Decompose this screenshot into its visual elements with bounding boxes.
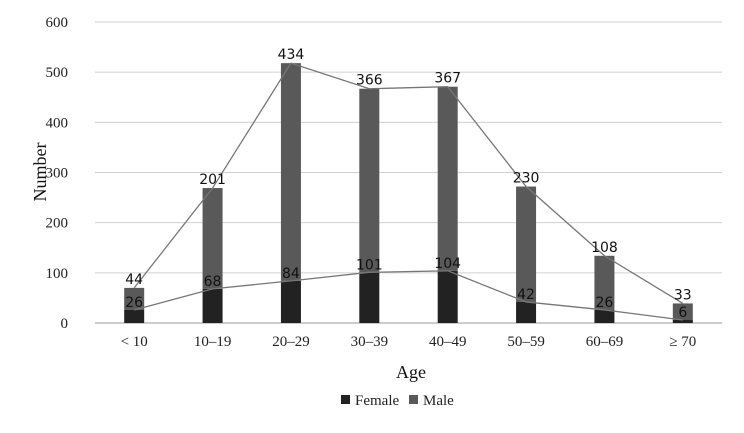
legend-swatch-male bbox=[409, 395, 418, 404]
data-label-female: 26 bbox=[596, 295, 614, 311]
x-tick-label: 30–39 bbox=[351, 334, 389, 350]
bar-male bbox=[202, 188, 223, 289]
x-tick-label: 10–19 bbox=[194, 334, 232, 350]
data-label-male: 201 bbox=[199, 172, 226, 188]
bar-female bbox=[202, 288, 223, 323]
data-label-male: 434 bbox=[278, 47, 305, 63]
bar-male bbox=[437, 86, 458, 271]
y-tick-label: 500 bbox=[46, 65, 69, 81]
y-tick-label: 400 bbox=[46, 115, 69, 131]
y-tick-label: 100 bbox=[46, 266, 69, 282]
data-label-male: 366 bbox=[356, 73, 383, 89]
bar-male bbox=[672, 303, 693, 320]
y-axis-title: Number bbox=[30, 143, 50, 202]
y-tick-label: 200 bbox=[46, 216, 69, 232]
bar-male bbox=[280, 63, 301, 281]
bars bbox=[124, 63, 693, 323]
data-label-female: 6 bbox=[678, 305, 687, 321]
data-label-female: 26 bbox=[125, 295, 143, 311]
bar-male bbox=[516, 186, 537, 302]
data-label-female: 84 bbox=[282, 266, 300, 282]
data-label-female: 42 bbox=[517, 287, 535, 303]
bar-female bbox=[359, 272, 380, 323]
bar-male bbox=[594, 255, 615, 310]
bar-female bbox=[437, 270, 458, 323]
bar-female bbox=[516, 301, 537, 323]
data-label-male: 108 bbox=[591, 240, 618, 256]
gridlines bbox=[95, 21, 722, 324]
data-label-male: 44 bbox=[125, 272, 143, 288]
x-axis-ticks: < 10 10–19 20–29 30–39 40–49 50–59 60–69 ≥ 70 bbox=[121, 334, 697, 350]
x-tick-label: 60–69 bbox=[586, 334, 624, 350]
bar-male bbox=[124, 287, 145, 310]
legend-label-male: Male bbox=[423, 393, 454, 409]
data-label-female: 68 bbox=[204, 274, 222, 290]
x-tick-label: 20–29 bbox=[272, 334, 310, 350]
x-tick-label: ≥ 70 bbox=[669, 334, 696, 350]
data-labels: 26 44 68 201 84 434 101 366 104 367 42 230 26 108 6 33 bbox=[125, 47, 691, 321]
x-tick-label: < 10 bbox=[121, 334, 148, 350]
legend-swatch-female bbox=[341, 395, 350, 404]
bar-male bbox=[359, 88, 380, 273]
trend-lines bbox=[133, 62, 684, 321]
y-tick-label: 0 bbox=[61, 316, 69, 332]
x-axis-title: Age bbox=[396, 362, 426, 382]
y-axis-ticks: 0 100 200 300 400 500 600 bbox=[46, 15, 69, 332]
data-label-male: 33 bbox=[674, 287, 692, 303]
data-label-male: 367 bbox=[434, 71, 461, 87]
data-label-male: 230 bbox=[513, 171, 540, 187]
x-tick-label: 40–49 bbox=[429, 334, 467, 350]
legend-label-female: Female bbox=[355, 393, 399, 409]
bar-female bbox=[672, 319, 693, 323]
female-line bbox=[134, 270, 683, 321]
bar-female bbox=[280, 280, 301, 323]
bar-female bbox=[124, 309, 145, 323]
y-tick-label: 300 bbox=[46, 166, 69, 182]
x-tick-label: 50–59 bbox=[507, 334, 545, 350]
legend: Female Male bbox=[341, 393, 454, 409]
bar-female bbox=[594, 309, 615, 323]
data-label-female: 101 bbox=[356, 257, 383, 273]
y-tick-label: 600 bbox=[46, 15, 69, 31]
total-line bbox=[133, 62, 684, 304]
data-label-female: 104 bbox=[434, 256, 461, 272]
